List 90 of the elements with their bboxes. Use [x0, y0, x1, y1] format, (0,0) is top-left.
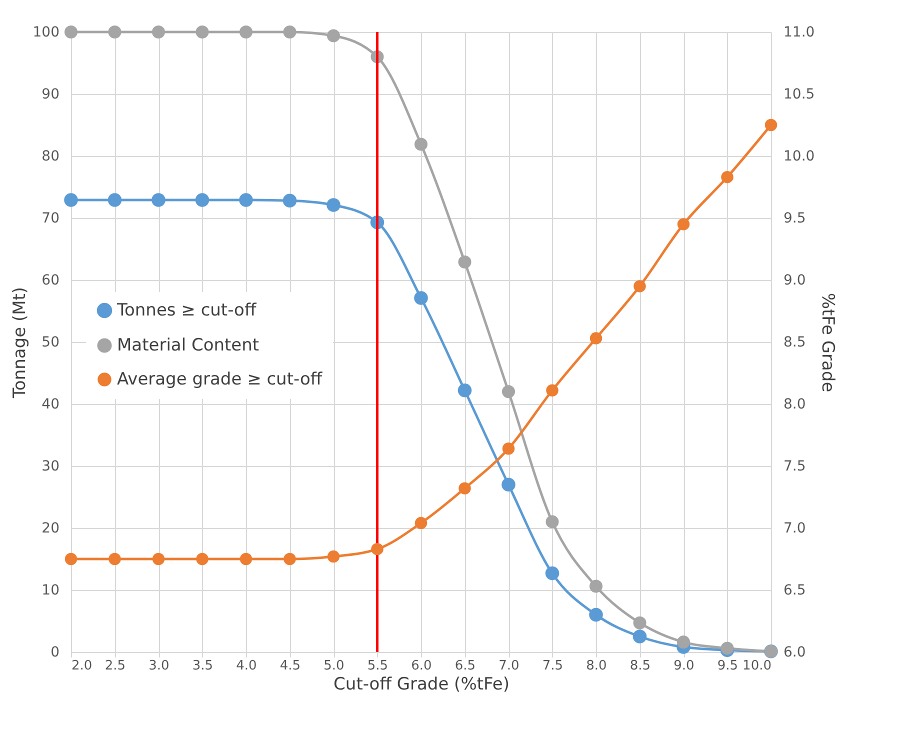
y-tick-label: 100 [32, 24, 60, 40]
point [458, 383, 472, 398]
x-tick-label: 7.5 [542, 658, 564, 674]
point [545, 566, 560, 580]
legend-label: Average grade ≥ cut-off [117, 370, 324, 390]
y-tick-label: 0 [50, 644, 60, 660]
y2-tick-label: 7.0 [784, 520, 806, 536]
point [414, 138, 428, 151]
y-tick-label: 20 [42, 520, 60, 536]
point [458, 482, 471, 494]
point [458, 256, 472, 269]
x-tick-label: 8.5 [630, 658, 651, 674]
x-tick-label: 6.5 [454, 658, 476, 674]
x-tick-label: 10.0 [742, 658, 772, 674]
y-tick-label: 40 [42, 396, 60, 412]
point [414, 291, 428, 305]
point [64, 193, 78, 207]
y-tick-label: 90 [42, 86, 60, 102]
point [108, 552, 121, 566]
y2-tick-label: 6.0 [784, 644, 806, 660]
point [502, 385, 516, 398]
y2-tick-label: 10.0 [784, 148, 815, 164]
y-tick-label: 70 [42, 210, 60, 226]
point [589, 608, 603, 622]
x-axis-title: Cut-off Grade (%tFe) [334, 674, 510, 694]
point [589, 580, 603, 593]
x-tick-label: 9.0 [674, 658, 694, 674]
y2-tick-label: 10.5 [784, 86, 815, 102]
x-tick-label: 7.0 [498, 658, 520, 674]
point [108, 25, 122, 39]
x-tick-label: 6.0 [411, 658, 432, 674]
x-tick-label: 3.5 [192, 658, 214, 674]
legend-label: Material Content [117, 336, 260, 356]
point [195, 193, 210, 207]
y2-axis-title: %tFe Grade [818, 292, 838, 392]
point [502, 442, 515, 455]
point [282, 194, 297, 208]
legend-label: Tonnes ≥ cut-off [116, 300, 258, 320]
y2-tick-label: 7.5 [784, 458, 806, 474]
y2-tick-label: 11.0 [784, 24, 815, 40]
point [677, 218, 690, 230]
point [371, 542, 384, 556]
y2-tick-label: 6.5 [784, 582, 806, 598]
x-tick-label: 4.0 [236, 658, 257, 674]
point [721, 170, 734, 184]
point [590, 332, 602, 344]
y2-tick-label: 9.5 [784, 210, 806, 226]
y-tick-label: 80 [42, 148, 60, 164]
y2-tick-label: 8.0 [784, 396, 806, 412]
point [764, 118, 778, 132]
point [326, 198, 340, 212]
x-tick-label: 4.5 [280, 658, 301, 674]
point [196, 552, 208, 566]
x-tick-label: 5.0 [324, 658, 344, 674]
point [632, 630, 647, 644]
point [239, 25, 253, 39]
point [634, 280, 646, 292]
point [414, 516, 428, 530]
point [284, 552, 296, 566]
point [196, 25, 209, 39]
x-tick-label: 2.0 [72, 658, 92, 674]
point [152, 25, 166, 39]
point [239, 193, 253, 207]
point [676, 636, 690, 649]
x-tick-label: 3.0 [148, 658, 170, 674]
point [283, 25, 296, 39]
x-tick-label: 2.5 [104, 658, 126, 674]
y-tick-label: 10 [42, 582, 60, 598]
point [64, 25, 78, 39]
y2-tick-label: 8.5 [784, 334, 806, 350]
point [108, 193, 122, 207]
y-axis-title: Tonnage (Mt) [10, 286, 30, 400]
y-tick-label: 30 [42, 458, 60, 474]
point [152, 552, 165, 566]
point [502, 478, 516, 492]
point [546, 515, 559, 528]
point [64, 552, 78, 566]
y2-tick-label: 9.0 [784, 272, 806, 288]
x-tick-label: 9.5 [717, 658, 738, 674]
point [152, 193, 166, 207]
y-tick-label: 60 [42, 272, 60, 288]
x-tick-label: 5.5 [367, 658, 388, 674]
point [546, 384, 558, 396]
point [240, 552, 252, 566]
y-tick-label: 50 [42, 334, 60, 350]
point [633, 616, 646, 630]
point [326, 29, 340, 42]
x-tick-label: 8.0 [586, 658, 607, 674]
point [327, 550, 340, 563]
point [720, 642, 734, 655]
